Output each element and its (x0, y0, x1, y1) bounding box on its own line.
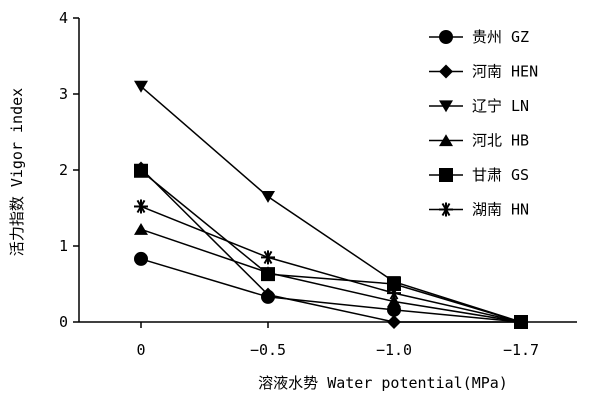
legend-item: 甘肃 GS (429, 166, 529, 184)
data-point (387, 315, 401, 329)
data-point (261, 191, 275, 203)
data-point (134, 80, 148, 93)
legend-item: 河南 HEN (429, 63, 538, 81)
legend-label: 河北 HB (472, 132, 529, 150)
legend-marker (439, 30, 453, 44)
legend: 贵州 GZ 河南 HEN 辽宁 LN 河北 HB 甘肃 GS 湖南 HN (429, 28, 538, 219)
legend-marker (439, 168, 453, 182)
x-tick-label: −0.5 (250, 341, 286, 359)
legend-item: 辽宁 LN (429, 97, 529, 115)
legend-label: 甘肃 GS (472, 166, 529, 184)
data-point (134, 222, 148, 235)
legend-marker (439, 202, 453, 217)
data-point (134, 251, 148, 266)
series-line (140, 258, 522, 323)
legend-item: 河北 HB (429, 132, 529, 150)
data-point (514, 315, 528, 329)
legend-label: 辽宁 LN (472, 97, 529, 115)
axes-layer: 0 1 2 3 4 0 −0.5 −1.0 −1.7 (59, 9, 577, 359)
legend-marker (439, 134, 453, 147)
x-tick-label: 0 (136, 341, 145, 359)
x-tick-label: −1.0 (376, 341, 412, 359)
data-point (261, 250, 275, 265)
legend-marker (439, 100, 453, 113)
data-point (261, 287, 275, 302)
data-point (134, 199, 148, 214)
series-3 (134, 80, 528, 329)
x-tick-label: −1.7 (503, 341, 539, 359)
series-layer (134, 80, 528, 329)
legend-label: 贵州 GZ (472, 28, 529, 46)
legend-item: 湖南 HN (429, 201, 529, 219)
y-tick-label: 0 (59, 313, 68, 331)
data-point (134, 163, 148, 178)
data-point (261, 267, 275, 282)
series-line (140, 85, 522, 323)
series-line (140, 228, 522, 323)
series-1 (134, 251, 528, 329)
series-line (140, 167, 521, 323)
y-tick-label: 1 (59, 237, 68, 255)
legend-item: 贵州 GZ (429, 28, 529, 46)
legend-marker (439, 64, 453, 79)
data-point (387, 295, 401, 308)
x-axis-title: 溶液水势 Water potential(MPa) (258, 374, 508, 391)
legend-label: 河南 HEN (472, 63, 538, 81)
legend-label: 湖南 HN (472, 201, 529, 219)
y-tick-label: 2 (59, 161, 68, 179)
y-axis-title: 活力指数 Vigor index (8, 88, 26, 256)
series-line (140, 170, 522, 323)
series-line (140, 205, 522, 323)
y-tick-label: 4 (59, 9, 68, 27)
y-tick-label: 3 (59, 85, 68, 103)
data-point (387, 286, 401, 301)
series-6 (134, 199, 528, 329)
